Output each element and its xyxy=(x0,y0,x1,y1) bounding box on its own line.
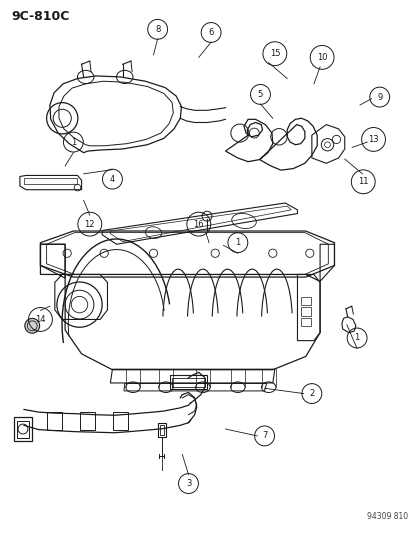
Text: 15: 15 xyxy=(269,49,280,58)
Text: 5: 5 xyxy=(257,90,262,99)
Text: 6: 6 xyxy=(208,28,213,37)
Text: 1: 1 xyxy=(354,334,359,343)
Text: 1: 1 xyxy=(71,138,76,147)
Text: 16: 16 xyxy=(193,220,204,229)
Circle shape xyxy=(25,318,40,333)
Text: 13: 13 xyxy=(367,135,378,144)
Text: 10: 10 xyxy=(316,53,327,62)
Text: 7: 7 xyxy=(261,431,267,440)
Text: 11: 11 xyxy=(357,177,368,187)
Text: 9: 9 xyxy=(376,93,382,102)
Text: 94309 810: 94309 810 xyxy=(366,512,407,521)
Text: 2: 2 xyxy=(309,389,314,398)
Text: 4: 4 xyxy=(109,175,115,184)
Text: 9C-810C: 9C-810C xyxy=(11,10,69,23)
Text: 1: 1 xyxy=(235,238,240,247)
Text: 12: 12 xyxy=(84,220,95,229)
Text: 14: 14 xyxy=(35,315,45,324)
Text: 3: 3 xyxy=(185,479,191,488)
Text: 8: 8 xyxy=(154,25,160,34)
